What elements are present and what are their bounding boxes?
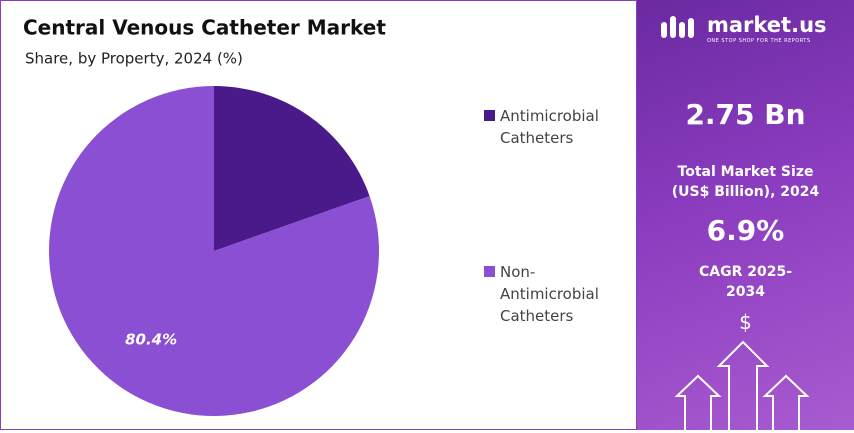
pie-slice — [214, 86, 370, 251]
cagr-label: CAGR 2025-2034 — [698, 264, 793, 300]
sidebar-art — [661, 16, 810, 430]
arrows — [674, 340, 810, 430]
chart-title: Central Venous Catheter Market — [23, 16, 386, 40]
legend-entry: Non-Antimicrobial Catheters — [484, 261, 614, 327]
chart-subtitle: Share, by Property, 2024 (%) — [25, 50, 243, 68]
legend-swatch — [484, 266, 495, 277]
sidebar: market.us ONE STOP SHOP FOR THE REPORTS … — [637, 0, 854, 430]
legend-entry: Antimicrobial Catheters — [484, 105, 624, 149]
chart: Central Venous Catheter Market Share, by… — [23, 16, 386, 416]
brand: market.us — [707, 13, 827, 37]
legend-label: Non-Antimicrobial Catheters — [500, 263, 599, 325]
market-size-label: Total Market Size (US$ Billion), 2024 — [671, 164, 820, 200]
market-size: 2.75 Bn — [685, 98, 806, 131]
cagr: 6.9% — [706, 214, 785, 247]
logo — [661, 16, 694, 38]
legend-label: Antimicrobial Catheters — [500, 107, 599, 147]
pie-slice — [48, 86, 379, 416]
data-label: 80.4% — [125, 330, 177, 348]
currency-icon: $ — [739, 310, 752, 334]
legend-swatch — [484, 110, 495, 121]
chart-panel: Central Venous Catheter Market Share, by… — [0, 0, 637, 430]
tagline: ONE STOP SHOP FOR THE REPORTS — [707, 38, 811, 44]
